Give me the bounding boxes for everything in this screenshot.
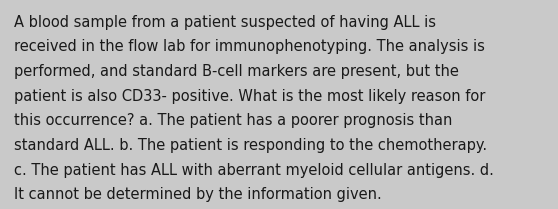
Text: received in the flow lab for immunophenotyping. The analysis is: received in the flow lab for immunopheno…: [14, 39, 485, 54]
Text: standard ALL. b. The patient is responding to the chemotherapy.: standard ALL. b. The patient is respondi…: [14, 138, 487, 153]
Text: performed, and standard B-cell markers are present, but the: performed, and standard B-cell markers a…: [14, 64, 459, 79]
Text: c. The patient has ALL with aberrant myeloid cellular antigens. d.: c. The patient has ALL with aberrant mye…: [14, 163, 494, 178]
Text: It cannot be determined by the information given.: It cannot be determined by the informati…: [14, 187, 382, 202]
Text: this occurrence? a. The patient has a poorer prognosis than: this occurrence? a. The patient has a po…: [14, 113, 453, 128]
Text: patient is also CD33- positive. What is the most likely reason for: patient is also CD33- positive. What is …: [14, 89, 485, 104]
Text: A blood sample from a patient suspected of having ALL is: A blood sample from a patient suspected …: [14, 15, 436, 30]
